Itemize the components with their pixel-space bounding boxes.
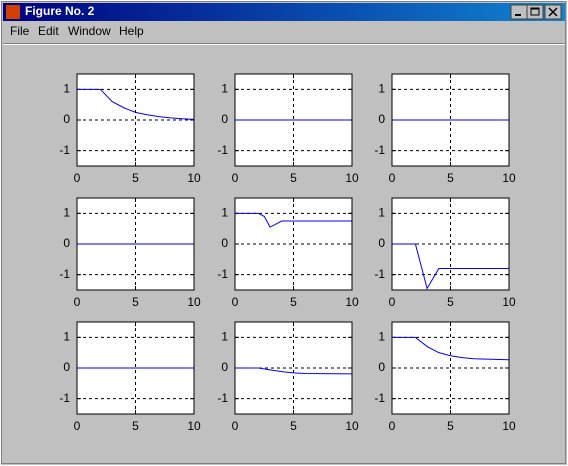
menu-item[interactable]: File	[10, 24, 30, 38]
x-tick-label: 10	[345, 171, 359, 185]
y-tick-label: 0	[63, 360, 70, 374]
maximize-button[interactable]	[526, 4, 544, 20]
x-tick-label: 0	[389, 171, 396, 185]
app-icon	[6, 5, 20, 19]
y-tick-label: 0	[63, 112, 70, 126]
plot-border	[76, 73, 195, 167]
y-tick-label: -1	[217, 391, 228, 405]
x-tick-label: 5	[447, 171, 454, 185]
plot-border	[234, 197, 353, 291]
x-tick-label: 5	[447, 295, 454, 309]
x-tick-label: 10	[345, 295, 359, 309]
x-tick-label: 0	[74, 171, 81, 185]
plot-border	[234, 321, 353, 415]
x-tick-label: 5	[132, 171, 139, 185]
menu-item[interactable]: Window	[68, 24, 111, 38]
x-tick-label: 0	[389, 419, 396, 433]
plot-border	[76, 321, 195, 415]
y-tick-label: 1	[221, 206, 228, 220]
x-tick-label: 5	[290, 171, 297, 185]
y-tick-label: 0	[221, 112, 228, 126]
y-tick-label: 1	[378, 206, 385, 220]
x-tick-label: 0	[232, 419, 239, 433]
y-tick-label: 0	[221, 360, 228, 374]
x-tick-label: 5	[290, 295, 297, 309]
x-tick-label: 10	[345, 419, 359, 433]
menu-item[interactable]: Help	[119, 24, 144, 38]
window-title: Figure No. 2	[25, 4, 95, 18]
y-tick-label: 1	[63, 330, 70, 344]
data-line	[235, 367, 353, 375]
y-tick-label: 0	[378, 112, 385, 126]
x-tick-label: 0	[389, 295, 396, 309]
y-tick-label: 1	[378, 82, 385, 96]
x-tick-label: 0	[74, 419, 81, 433]
plot-border	[76, 197, 195, 291]
y-tick-label: 0	[378, 360, 385, 374]
x-tick-label: 0	[232, 171, 239, 185]
y-tick-label: -1	[374, 267, 385, 281]
y-tick-label: 1	[63, 82, 70, 96]
plot-border	[391, 197, 510, 291]
x-tick-label: 5	[290, 419, 297, 433]
y-tick-label: -1	[374, 391, 385, 405]
y-tick-label: 1	[221, 82, 228, 96]
minimize-button[interactable]	[510, 4, 528, 20]
plot-border	[234, 73, 353, 167]
y-tick-label: 1	[378, 330, 385, 344]
x-tick-label: 10	[187, 419, 201, 433]
y-tick-label: -1	[59, 143, 70, 157]
y-tick-label: 0	[63, 236, 70, 250]
x-tick-label: 0	[74, 295, 81, 309]
y-tick-label: -1	[59, 391, 70, 405]
y-tick-label: -1	[217, 267, 228, 281]
y-tick-label: 0	[378, 236, 385, 250]
menu-item[interactable]: Edit	[38, 24, 59, 38]
y-tick-label: 0	[221, 236, 228, 250]
close-button[interactable]	[544, 4, 562, 20]
y-tick-label: 1	[63, 206, 70, 220]
data-line	[392, 336, 510, 361]
y-tick-label: -1	[374, 143, 385, 157]
plot-border	[391, 73, 510, 167]
x-tick-label: 10	[187, 295, 201, 309]
x-tick-label: 0	[232, 295, 239, 309]
x-tick-label: 5	[132, 295, 139, 309]
x-tick-label: 10	[502, 171, 516, 185]
plot-border	[391, 321, 510, 415]
title-bar	[3, 3, 565, 21]
data-line	[235, 212, 352, 228]
y-tick-label: -1	[59, 267, 70, 281]
x-tick-label: 5	[132, 419, 139, 433]
x-tick-label: 10	[187, 171, 201, 185]
x-tick-label: 5	[447, 419, 454, 433]
x-tick-label: 10	[502, 295, 516, 309]
data-line	[392, 243, 509, 290]
data-line	[77, 88, 195, 120]
y-tick-label: 1	[221, 330, 228, 344]
x-tick-label: 10	[502, 419, 516, 433]
y-tick-label: -1	[217, 143, 228, 157]
